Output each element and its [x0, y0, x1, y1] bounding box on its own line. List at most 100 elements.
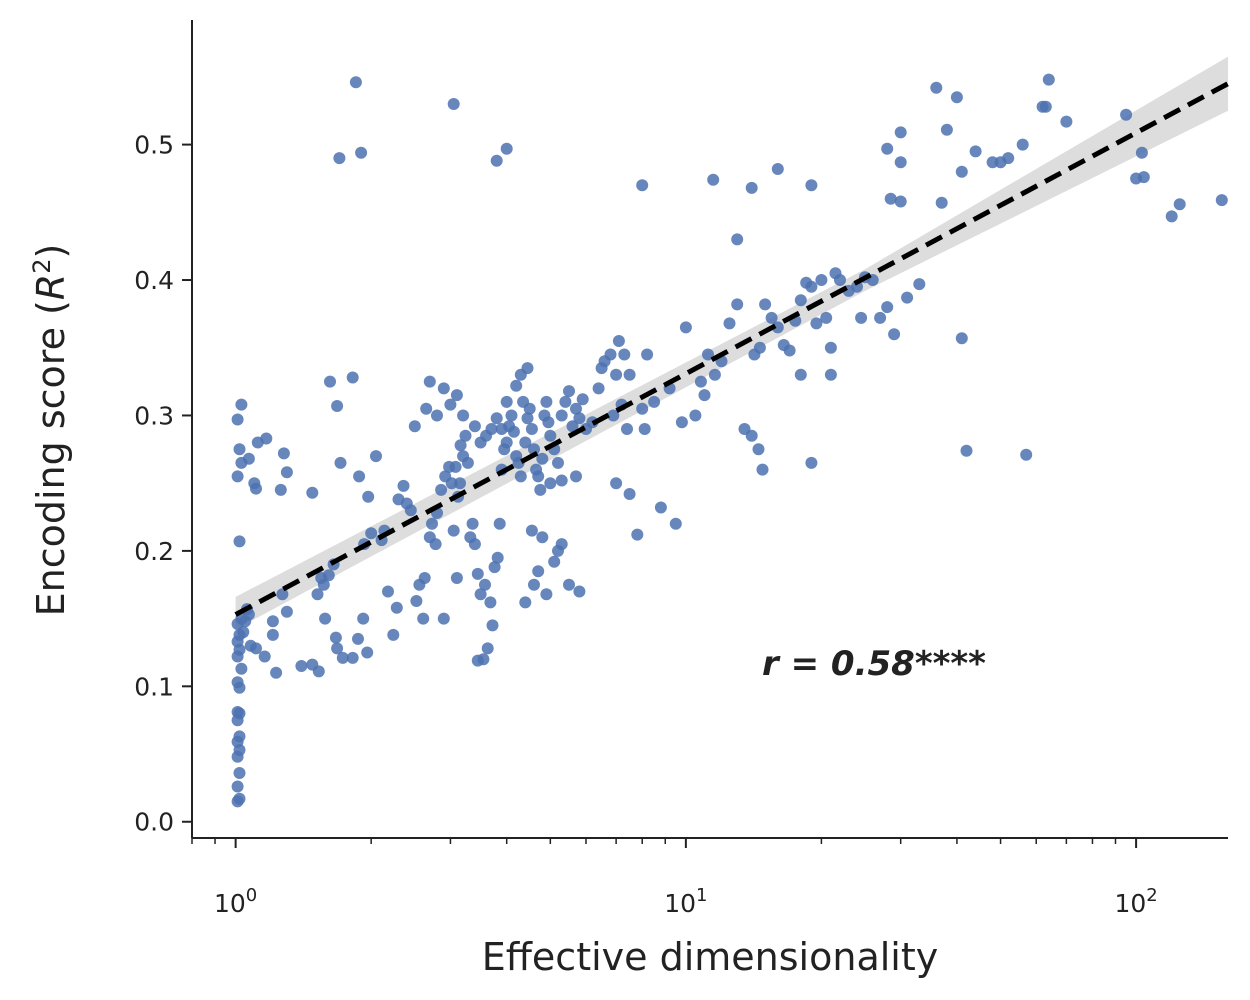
data-point [563, 578, 575, 591]
data-point [479, 578, 491, 591]
data-point [623, 368, 636, 381]
data-point [454, 477, 466, 490]
y-axis-label: Encoding score (R2) [28, 244, 73, 617]
regression-line [234, 81, 1230, 617]
data-point [555, 538, 568, 551]
data-point [1137, 171, 1150, 184]
data-point [820, 311, 833, 324]
data-point [669, 517, 682, 530]
data-point [352, 632, 364, 645]
data-point [397, 479, 410, 492]
data-point [390, 601, 403, 614]
data-point [306, 486, 319, 499]
data-point [771, 163, 784, 175]
data-point [468, 420, 481, 433]
data-point [450, 389, 463, 402]
data-point [277, 447, 290, 460]
data-point [231, 413, 244, 426]
data-point [894, 156, 907, 169]
data-point [319, 612, 332, 625]
data-point [382, 585, 394, 598]
data-point [274, 483, 287, 496]
data-point [276, 588, 289, 601]
data-point [536, 452, 549, 465]
data-point [794, 368, 807, 381]
data-point [759, 298, 772, 311]
data-point [805, 179, 818, 192]
data-point [331, 400, 344, 412]
data-point [636, 179, 649, 192]
data-point [250, 642, 262, 655]
data-point [612, 335, 625, 347]
data-point [445, 477, 458, 490]
data-point [618, 348, 631, 361]
data-point [500, 436, 513, 449]
data-point [266, 628, 279, 641]
data-point [447, 524, 460, 537]
data-point [1135, 146, 1148, 159]
data-point [753, 341, 766, 354]
data-point [955, 332, 968, 345]
data-point [231, 780, 244, 793]
x-axis-ticks: 100 101 102 [214, 838, 1158, 918]
data-point [437, 382, 450, 395]
data-point [641, 348, 654, 361]
data-point [566, 420, 579, 433]
data-point [576, 393, 589, 406]
data-point [528, 443, 540, 456]
data-point [233, 767, 246, 779]
data-point [484, 596, 497, 609]
data-point [514, 470, 527, 483]
data-points [231, 73, 1228, 808]
data-point [698, 389, 711, 402]
data-point [851, 280, 863, 293]
data-point [752, 443, 765, 456]
data-point [334, 456, 347, 469]
data-point [258, 650, 271, 663]
data-point [723, 317, 736, 330]
data-point [490, 412, 503, 425]
data-point [521, 362, 534, 375]
data-point [834, 274, 846, 286]
data-point [231, 706, 244, 718]
data-point [331, 642, 344, 655]
data-point [552, 456, 564, 469]
data-point [532, 470, 545, 483]
data-point [505, 409, 518, 422]
data-point [559, 395, 572, 408]
data-point [490, 154, 503, 167]
data-point [233, 730, 246, 743]
data-point [745, 429, 758, 442]
data-point [969, 145, 982, 158]
data-point [270, 666, 283, 679]
data-point [570, 470, 582, 483]
data-point [233, 535, 246, 548]
data-point [266, 615, 279, 628]
data-point [312, 665, 325, 678]
data-point [638, 423, 651, 435]
data-point [573, 412, 586, 425]
data-point [805, 456, 818, 469]
data-point [280, 605, 293, 618]
data-point [610, 368, 623, 381]
data-point [1016, 138, 1029, 151]
data-point [231, 470, 244, 483]
data-point [534, 483, 547, 496]
data-point [242, 452, 255, 465]
x-axis-minor-ticks [191, 838, 1117, 844]
data-point [493, 517, 506, 530]
plot-area [231, 56, 1230, 808]
data-point [454, 439, 467, 452]
data-point [435, 483, 448, 496]
data-point [336, 651, 349, 664]
data-point [1215, 194, 1228, 207]
data-point [689, 409, 702, 422]
data-point [1173, 198, 1186, 211]
data-point [521, 412, 534, 425]
data-point [532, 565, 545, 578]
data-point [466, 517, 479, 530]
data-point [461, 456, 474, 469]
data-point [485, 423, 498, 435]
data-point [536, 531, 549, 544]
data-point [884, 192, 897, 205]
